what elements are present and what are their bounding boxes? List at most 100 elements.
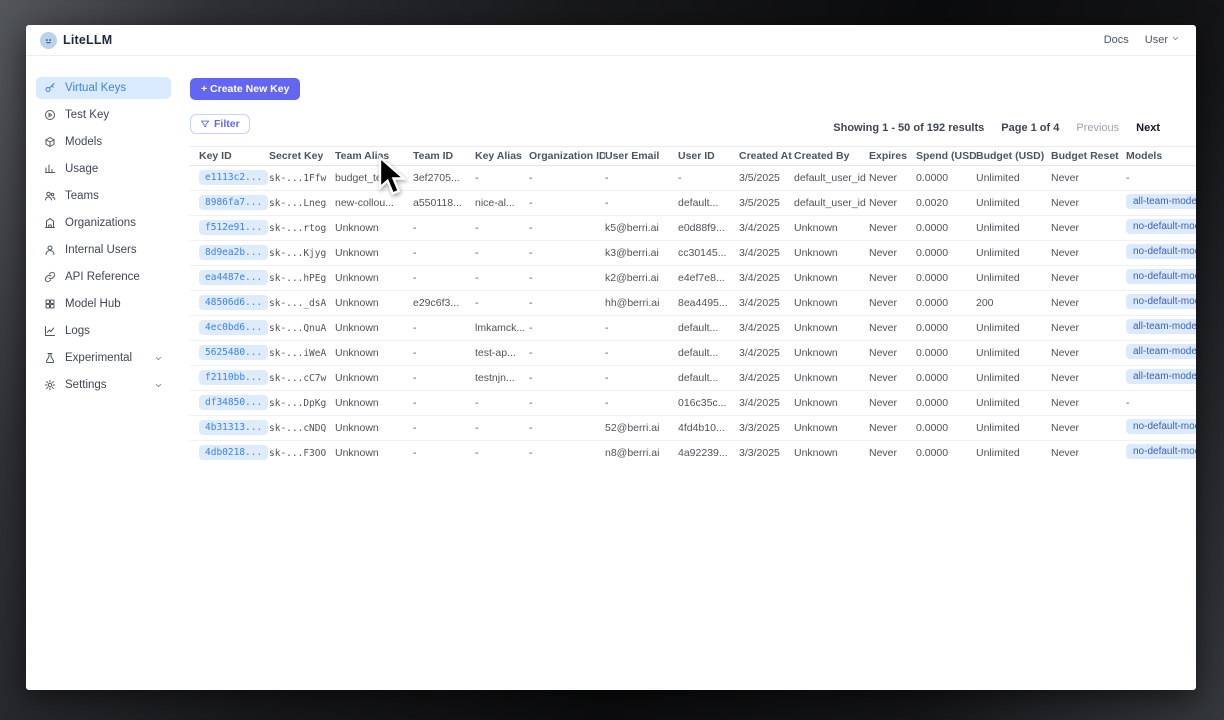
key-id-link[interactable]: df34850... — [199, 395, 269, 410]
sidebar-item-settings[interactable]: Settings — [36, 374, 171, 396]
table-cell: - — [475, 290, 529, 316]
table-cell: Never — [1051, 365, 1126, 391]
sidebar-item-api-reference[interactable]: API Reference — [36, 266, 171, 288]
key-id-link[interactable]: 5625480... — [199, 345, 269, 360]
column-header[interactable]: Secret Key — [269, 147, 335, 166]
table-cell: - — [529, 415, 605, 441]
page-indicator: Page 1 of 4 — [1001, 122, 1060, 134]
sidebar-item-usage[interactable]: Usage — [36, 158, 171, 180]
table-cell: Unlimited — [976, 365, 1051, 391]
column-header[interactable]: User Email — [605, 147, 678, 166]
secret-key-cell: sk-...hPEg — [269, 265, 335, 291]
column-header[interactable]: Team ID — [413, 147, 475, 166]
table-cell: - — [475, 390, 529, 416]
table-cell: Never — [1051, 265, 1126, 291]
column-header[interactable]: Models — [1126, 147, 1196, 166]
table-cell: Never — [1051, 390, 1126, 416]
key-id-cell: e1113c2... — [190, 165, 269, 191]
table-cell: 0.0000 — [916, 265, 976, 291]
table-cell: - — [475, 165, 529, 191]
key-id-cell: 8d9ea2b... — [190, 240, 269, 266]
secret-key-cell: sk-...cNDQ — [269, 415, 335, 441]
key-id-link[interactable]: f512e91... — [199, 220, 269, 235]
key-id-link[interactable]: e1113c2... — [199, 170, 269, 185]
sidebar-item-logs[interactable]: Logs — [36, 320, 171, 342]
sidebar-item-virtual-keys[interactable]: Virtual Keys — [36, 77, 171, 99]
key-id-cell: 4ec0bd6... — [190, 315, 269, 341]
table-cell: default... — [678, 315, 739, 341]
key-id-link[interactable]: 4ec0bd6... — [199, 320, 269, 335]
create-new-key-button[interactable]: + Create New Key — [190, 78, 301, 100]
sidebar-item-internal-users[interactable]: Internal Users — [36, 239, 171, 261]
brand-name: LiteLLM — [63, 33, 113, 47]
sidebar-item-label: Teams — [65, 190, 99, 202]
key-id-link[interactable]: 8d9ea2b... — [199, 245, 269, 260]
sidebar-item-organizations[interactable]: Organizations — [36, 212, 171, 234]
sidebar-item-model-hub[interactable]: Model Hub — [36, 293, 171, 315]
table-cell: - — [529, 390, 605, 416]
gear-icon — [44, 379, 56, 391]
table-cell: 0.0000 — [916, 440, 976, 461]
table-cell: default_user_id — [794, 165, 869, 191]
key-id-link[interactable]: 48506d6... — [199, 295, 269, 310]
table-cell: Never — [1051, 415, 1126, 441]
sidebar-item-test-key[interactable]: Test Key — [36, 104, 171, 126]
key-id-link[interactable]: 8986fa7... — [199, 195, 269, 210]
model-badge: no-default-models — [1126, 443, 1196, 459]
column-header[interactable]: User ID — [678, 147, 739, 166]
key-id-link[interactable]: 4db0218... — [199, 445, 269, 460]
table-cell: Never — [869, 315, 916, 341]
column-header[interactable]: Created At — [739, 147, 794, 166]
docs-link[interactable]: Docs — [1103, 34, 1129, 46]
table-cell: - — [1126, 165, 1196, 191]
sidebar-item-label: Settings — [65, 379, 107, 391]
table-cell: Never — [869, 165, 916, 191]
table-cell: default_user_id — [794, 190, 869, 216]
column-header[interactable]: Spend (USD) — [916, 147, 976, 166]
table-row: f2110bb... sk-...cC7w Unknown - testnjn... - -… — [190, 365, 1196, 391]
table-cell: - — [529, 190, 605, 216]
key-id-cell: 48506d6... — [190, 290, 269, 316]
sidebar-item-label: Test Key — [65, 109, 110, 121]
column-header[interactable]: Budget (USD) — [976, 147, 1051, 166]
column-header[interactable]: Organization ID — [529, 147, 605, 166]
models-cell: no-default-models — [1126, 215, 1196, 241]
key-id-link[interactable]: 4b31313... — [199, 420, 269, 435]
table-cell: Unknown — [794, 265, 869, 291]
sidebar-item-models[interactable]: Models — [36, 131, 171, 153]
table-cell: Never — [869, 190, 916, 216]
table-cell: Never — [869, 390, 916, 416]
sidebar: Virtual Keys Test Key Models Usage Teams Orga… — [26, 56, 190, 690]
next-page-button[interactable]: Next — [1136, 122, 1160, 134]
table-cell: a550118... — [413, 190, 475, 216]
table-cell: Unlimited — [976, 190, 1051, 216]
column-header[interactable]: Key ID — [190, 147, 269, 166]
sidebar-item-teams[interactable]: Teams — [36, 185, 171, 207]
brand[interactable]: LiteLLM — [40, 31, 113, 49]
table-cell: Never — [869, 440, 916, 461]
previous-page-button[interactable]: Previous — [1076, 122, 1120, 134]
key-id-link[interactable]: ea4487e... — [199, 270, 269, 285]
sidebar-item-label: Virtual Keys — [65, 82, 127, 94]
table-cell: k3@berri.ai — [605, 240, 678, 266]
user-menu[interactable]: User — [1145, 34, 1180, 46]
table-cell: Unknown — [794, 340, 869, 366]
table-cell: 0.0000 — [916, 390, 976, 416]
column-header[interactable]: Budget Reset — [1051, 147, 1126, 166]
key-id-link[interactable]: f2110bb... — [199, 370, 269, 385]
table-header-row: Key ID Secret Key Team Alias Team ID Key Ali… — [190, 147, 1196, 166]
sidebar-item-experimental[interactable]: Experimental — [36, 347, 171, 369]
column-header[interactable]: Created By — [794, 147, 869, 166]
table-cell: Never — [869, 365, 916, 391]
column-header[interactable]: Key Alias — [475, 147, 529, 166]
table-cell: 3/4/2025 — [739, 340, 794, 366]
table-cell: - — [529, 165, 605, 191]
filter-button[interactable]: Filter — [190, 114, 250, 134]
table-row: f512e91... sk-...rtog Unknown - - - k5@berri.a… — [190, 215, 1196, 241]
table-cell: 0.0000 — [916, 365, 976, 391]
column-header[interactable]: Team Alias — [335, 147, 413, 166]
column-header[interactable]: Expires — [869, 147, 916, 166]
table-cell: Unknown — [794, 390, 869, 416]
table-cell: Unknown — [335, 315, 413, 341]
table-cell: 0.0000 — [916, 240, 976, 266]
